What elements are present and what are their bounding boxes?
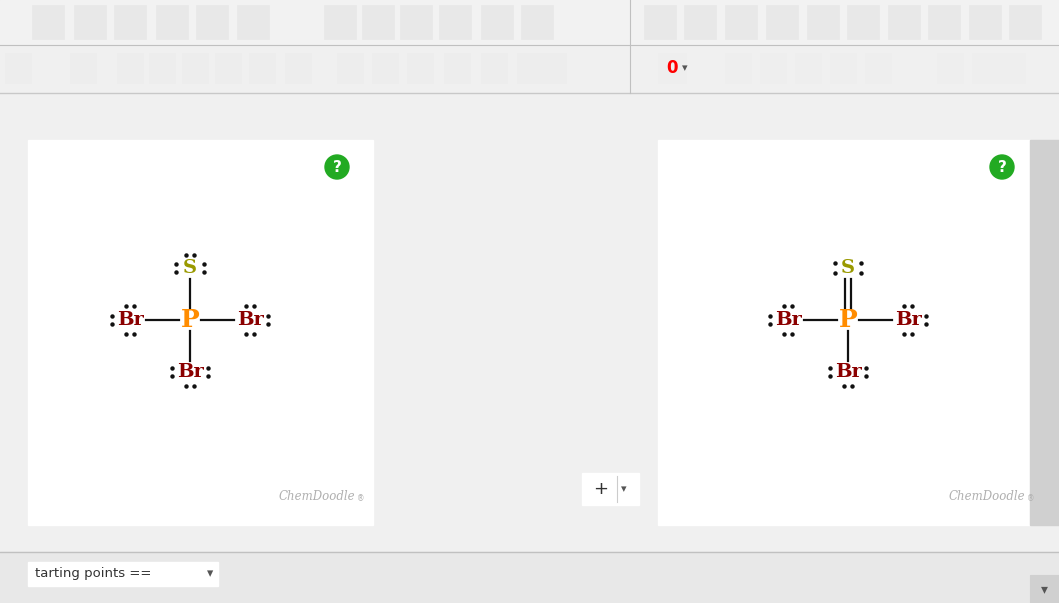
Bar <box>439 5 471 39</box>
Bar <box>400 5 432 39</box>
Bar <box>156 5 189 39</box>
Bar <box>928 5 961 39</box>
Bar <box>725 53 751 83</box>
Text: ®: ® <box>357 494 364 503</box>
Bar <box>182 53 208 83</box>
Text: ChemDoodle: ChemDoodle <box>949 490 1025 502</box>
Bar <box>285 53 311 83</box>
Bar <box>114 5 146 39</box>
Bar <box>407 53 433 83</box>
Bar <box>972 53 998 83</box>
Bar <box>517 53 543 83</box>
Text: +: + <box>593 480 609 498</box>
Bar <box>658 53 686 83</box>
Text: tarting points ==: tarting points == <box>35 567 151 581</box>
Bar <box>969 5 1001 39</box>
Bar <box>540 53 566 83</box>
Bar <box>0 45 1059 93</box>
Bar <box>1030 140 1059 525</box>
Bar <box>889 5 920 39</box>
Bar <box>847 5 879 39</box>
Text: P: P <box>839 308 858 332</box>
Text: ▾: ▾ <box>682 63 687 73</box>
Circle shape <box>990 155 1015 179</box>
FancyBboxPatch shape <box>582 473 639 505</box>
Bar <box>196 5 228 39</box>
Bar <box>481 5 513 39</box>
Bar <box>372 53 398 83</box>
Bar <box>760 53 786 83</box>
Bar <box>937 53 963 83</box>
Text: ?: ? <box>333 160 341 175</box>
Bar <box>70 53 96 83</box>
Bar <box>0 552 1059 603</box>
Text: ChemDoodle: ChemDoodle <box>279 490 355 502</box>
Bar <box>1009 5 1041 39</box>
Bar <box>795 53 821 83</box>
Text: ▾: ▾ <box>207 567 213 581</box>
Bar <box>0 0 1059 45</box>
Bar <box>74 5 106 39</box>
Text: 0: 0 <box>666 59 678 77</box>
Text: Br: Br <box>116 311 143 329</box>
Text: Br: Br <box>895 311 921 329</box>
Text: S: S <box>841 259 855 277</box>
Bar <box>362 5 394 39</box>
Bar <box>644 5 676 39</box>
Bar <box>658 140 1030 525</box>
Text: Br: Br <box>834 363 861 381</box>
Text: Br: Br <box>236 311 264 329</box>
Text: ®: ® <box>1027 494 1035 503</box>
Bar <box>444 53 470 83</box>
Text: Br: Br <box>774 311 802 329</box>
Bar <box>249 53 275 83</box>
Bar <box>684 5 716 39</box>
Text: ?: ? <box>998 160 1006 175</box>
Bar <box>5 53 31 83</box>
Bar <box>324 5 356 39</box>
Bar <box>865 53 891 83</box>
Bar <box>337 53 363 83</box>
Bar <box>149 53 175 83</box>
Bar <box>725 5 757 39</box>
Text: ▾: ▾ <box>1041 582 1047 596</box>
Bar <box>999 53 1025 83</box>
Bar <box>830 53 856 83</box>
Bar <box>116 53 143 83</box>
Text: ▾: ▾ <box>622 484 627 494</box>
Bar <box>28 140 373 525</box>
Circle shape <box>325 155 349 179</box>
Bar <box>807 5 839 39</box>
Bar <box>481 53 507 83</box>
Bar <box>32 5 64 39</box>
Bar <box>215 53 241 83</box>
Bar <box>1030 575 1059 603</box>
Bar <box>766 5 798 39</box>
Bar <box>521 5 553 39</box>
Text: Br: Br <box>177 363 203 381</box>
Text: P: P <box>181 308 199 332</box>
Text: S: S <box>183 259 197 277</box>
FancyBboxPatch shape <box>28 562 218 586</box>
Bar <box>237 5 269 39</box>
